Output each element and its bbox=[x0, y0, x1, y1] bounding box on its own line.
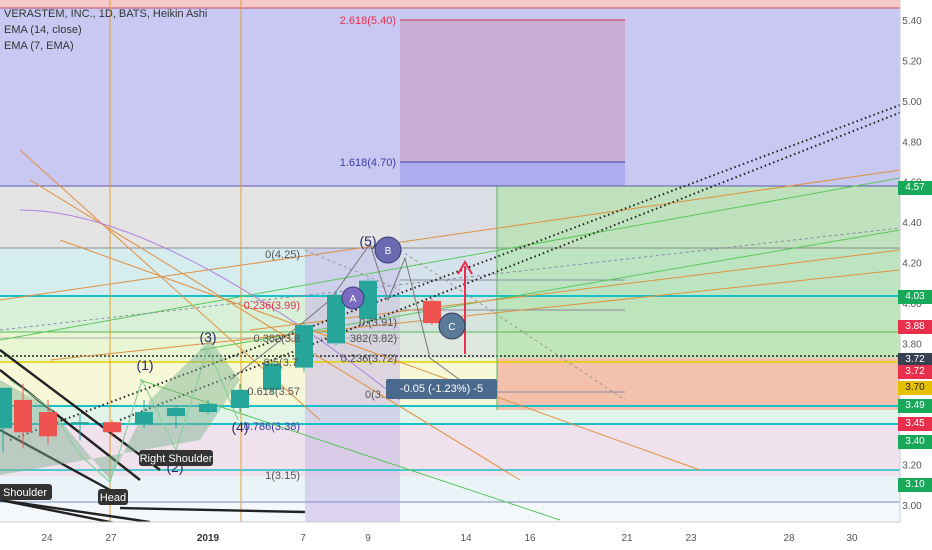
candle-body-9 bbox=[263, 363, 281, 390]
marker-c-icon bbox=[438, 312, 466, 340]
fib-label-05: 0.5(3.7 bbox=[264, 357, 298, 369]
candle-body-12 bbox=[359, 280, 377, 320]
projection-arrow bbox=[457, 260, 473, 354]
fib-label-0b: 0(3. bbox=[365, 389, 384, 401]
measurement-tooltip: -0.05 (-1.23%) -5 bbox=[386, 379, 497, 399]
time-axis-ticks: 24 27 2019 7 9 14 16 21 23 28 30 bbox=[41, 533, 858, 544]
wave-label-3: (3) bbox=[199, 329, 216, 345]
candle-body-2 bbox=[39, 412, 57, 437]
vertical-lines bbox=[109, 0, 498, 522]
time-tick-2: 2019 bbox=[197, 533, 220, 544]
time-tick-10: 30 bbox=[846, 533, 858, 544]
fib-label-0: 0(4.25) bbox=[265, 249, 300, 261]
fib-label-0236: 0.236(3.99) bbox=[244, 300, 300, 312]
time-tick-0: 24 bbox=[41, 533, 53, 544]
candlestick-series bbox=[0, 278, 441, 453]
price-tick-1: 5.20 bbox=[902, 56, 922, 67]
price-tick-2: 5.00 bbox=[902, 97, 922, 108]
fib-label-0786: 0.786(3.38) bbox=[244, 421, 300, 433]
trend-lines bbox=[0, 103, 900, 522]
candle-body-0 bbox=[0, 387, 12, 429]
wave-label-4: (4) bbox=[231, 419, 248, 435]
time-axis bbox=[0, 521, 932, 550]
time-tick-7: 21 bbox=[621, 533, 633, 544]
price-axis bbox=[899, 0, 932, 550]
head-label: Head bbox=[100, 492, 126, 504]
price-tick-0: 5.40 bbox=[902, 16, 922, 27]
candle-body-11 bbox=[327, 294, 345, 344]
time-tick-3: 7 bbox=[300, 533, 306, 544]
price-label-8: 3.40 bbox=[898, 435, 932, 450]
candle-body-10 bbox=[295, 325, 313, 368]
chart-legend: VERASTEM, INC., 1D, BATS, Heikin Ashi EM… bbox=[4, 6, 207, 54]
wave-markers: B A C bbox=[341, 236, 466, 340]
candle-body-13 bbox=[423, 300, 441, 324]
price-tick-6: 4.20 bbox=[902, 259, 922, 270]
price-label-9: 3.10 bbox=[898, 477, 932, 492]
time-tick-8: 23 bbox=[685, 533, 697, 544]
left-shoulder-label: Shoulder bbox=[3, 487, 47, 499]
candle-body-8 bbox=[231, 389, 249, 408]
price-tick-3: 4.80 bbox=[902, 137, 922, 148]
pattern-labels: Head Right Shoulder Shoulder bbox=[0, 450, 213, 505]
candle-body-5 bbox=[135, 412, 153, 425]
candle-body-4 bbox=[103, 422, 121, 433]
price-label-1: 4.03 bbox=[898, 289, 932, 304]
price-label-0: 4.57 bbox=[898, 180, 932, 195]
fib-label-0618: 0.618(3.57 bbox=[247, 386, 300, 398]
fib-label-2618: 2.618(5.40) bbox=[340, 15, 396, 27]
marker-c-label: C bbox=[448, 322, 455, 333]
time-tick-4: 9 bbox=[365, 533, 371, 544]
price-label-3: 3.72 bbox=[898, 352, 932, 367]
fib-label-1618: 1.618(4.70) bbox=[340, 157, 396, 169]
time-tick-1: 27 bbox=[105, 533, 117, 544]
price-tick-11: 3.20 bbox=[902, 461, 922, 472]
fib-label-0236b: 0.236(3.72) bbox=[341, 353, 397, 365]
ema-14-label[interactable]: EMA (14, close) bbox=[4, 24, 82, 36]
marker-b-label: B bbox=[385, 246, 392, 257]
marker-a-icon bbox=[341, 286, 365, 310]
price-tick-7: 4.00 bbox=[902, 299, 922, 310]
time-tick-5: 14 bbox=[460, 533, 472, 544]
price-tick-12: 3.00 bbox=[902, 501, 922, 512]
price-label-5: 3.70 bbox=[898, 380, 932, 395]
candle-body-3 bbox=[71, 422, 89, 425]
symbol-title[interactable]: VERASTEM, INC., 1D, BATS, Heikin Ashi bbox=[4, 8, 208, 20]
price-label-6: 3.49 bbox=[898, 398, 932, 413]
candle-body-7 bbox=[199, 403, 217, 413]
price-label-2: 3.88 bbox=[898, 320, 932, 335]
price-tick-8: 3.80 bbox=[902, 339, 922, 350]
time-tick-9: 28 bbox=[783, 533, 795, 544]
candle-body-1 bbox=[14, 399, 32, 433]
fib-label-0382b: 382(3.82) bbox=[350, 333, 397, 345]
ema-7-label[interactable]: EMA (7, EMA) bbox=[4, 40, 74, 52]
fib-label-1: 1(3.15) bbox=[265, 470, 300, 482]
level-lines bbox=[0, 7, 900, 503]
fib-labels: 2.618(5.40) 1.618(4.70) 0(4.25) 0.236(3.… bbox=[244, 15, 397, 482]
fib-label-0382: 0.382(3.8 bbox=[254, 333, 300, 345]
marker-b-icon bbox=[374, 236, 402, 264]
candle-body-6 bbox=[167, 408, 185, 417]
marker-a-label: A bbox=[350, 294, 357, 305]
price-label-7: 3.45 bbox=[898, 417, 932, 432]
time-tick-6: 16 bbox=[524, 533, 536, 544]
right-shoulder-label: Right Shoulder bbox=[140, 453, 213, 465]
price-tick-5: 4.40 bbox=[902, 218, 922, 229]
fib-label-05b: 0.(3.91) bbox=[359, 317, 397, 329]
price-label-4: 3.72 bbox=[898, 364, 932, 379]
wave-label-5: (5) bbox=[359, 233, 376, 249]
wave-label-1: (1) bbox=[136, 357, 153, 373]
